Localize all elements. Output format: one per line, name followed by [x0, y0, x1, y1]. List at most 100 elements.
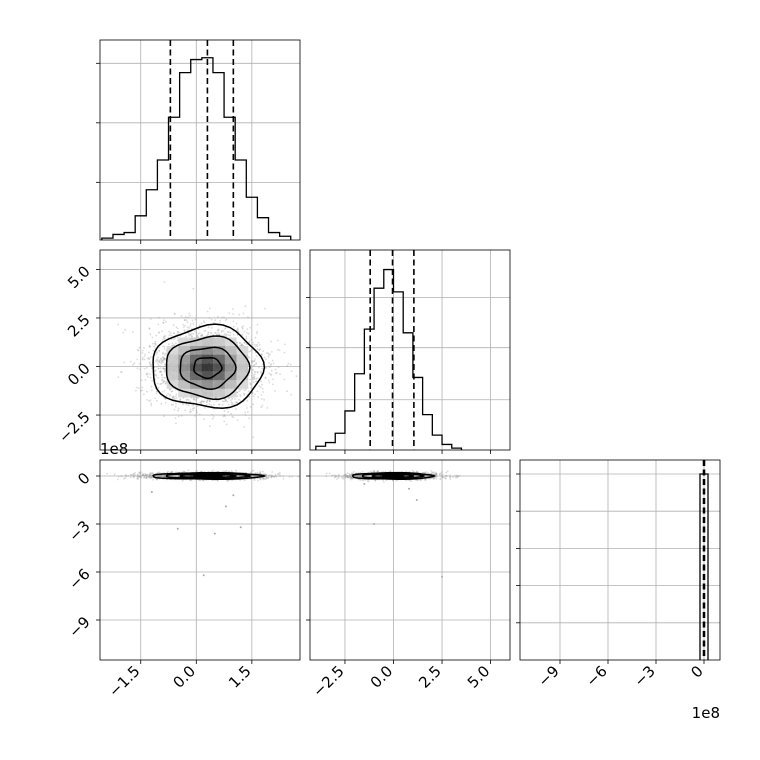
sample-point	[228, 398, 230, 400]
sample-point	[284, 379, 286, 381]
sample-point	[138, 347, 140, 349]
sample-point	[262, 350, 264, 352]
sample-point	[162, 352, 164, 354]
sample-point	[219, 404, 221, 406]
sample-point	[239, 342, 241, 344]
sample-point	[189, 325, 191, 327]
sample-point	[212, 418, 214, 420]
sample-point	[191, 328, 193, 330]
sample-point	[260, 381, 262, 383]
sample-point	[158, 387, 160, 389]
sample-point	[207, 399, 209, 401]
sample-point	[244, 480, 246, 482]
sample-point	[199, 332, 201, 334]
sample-point	[171, 471, 173, 473]
sample-point	[156, 352, 158, 354]
sample-point	[210, 404, 212, 406]
sample-point	[208, 326, 210, 328]
sample-point	[171, 335, 173, 337]
sample-point	[155, 369, 157, 371]
sample-point	[133, 476, 135, 478]
panel-frame-1-1	[306, 250, 510, 454]
sample-point	[151, 390, 153, 392]
sample-point	[142, 359, 144, 361]
sample-point	[230, 399, 232, 401]
sample-point	[262, 471, 264, 473]
sample-point	[142, 357, 144, 359]
density-cell	[178, 355, 190, 364]
sample-point	[243, 331, 245, 333]
sample-point	[188, 327, 190, 329]
sample-point	[208, 403, 210, 405]
sample-point	[307, 411, 309, 413]
sample-point	[150, 318, 152, 320]
sample-point	[223, 316, 225, 318]
sample-point	[205, 330, 207, 332]
sample-point	[243, 426, 245, 428]
sample-point	[250, 365, 252, 367]
sample-point	[243, 389, 245, 391]
sample-point	[195, 319, 197, 321]
sample-point	[141, 390, 143, 392]
sample-point	[189, 411, 191, 413]
sample-point	[121, 371, 123, 373]
density-cell	[202, 355, 214, 364]
sample-point	[218, 334, 220, 336]
sample-point	[123, 362, 125, 364]
density-cell	[213, 389, 225, 398]
sample-point	[144, 359, 146, 361]
panel-border	[100, 40, 300, 240]
sample-point	[151, 404, 153, 406]
sample-point	[149, 361, 151, 363]
sample-point	[261, 353, 263, 355]
sample-point	[164, 336, 166, 338]
sample-point	[150, 403, 152, 405]
sample-point	[246, 400, 248, 402]
sample-point	[270, 374, 272, 376]
sample-point	[216, 400, 218, 402]
sample-point	[141, 379, 143, 381]
sample-point	[266, 367, 268, 369]
sample-point	[275, 369, 277, 371]
sample-point	[225, 327, 227, 329]
sample-point	[149, 472, 151, 474]
sample-point	[143, 347, 145, 349]
sample-point	[169, 395, 171, 397]
sample-point	[235, 470, 237, 472]
sample-point	[163, 415, 165, 417]
sample-point	[199, 414, 201, 416]
sample-point	[260, 394, 262, 396]
sample-point	[130, 476, 132, 478]
sample-point	[255, 337, 257, 339]
sample-point	[253, 374, 255, 376]
sample-point	[286, 365, 288, 367]
density-cell	[225, 355, 237, 364]
sample-point	[159, 383, 161, 385]
sample-point	[257, 345, 259, 347]
sample-point	[268, 372, 270, 374]
sample-point	[192, 320, 194, 322]
sample-point	[233, 334, 235, 336]
sample-point	[158, 471, 160, 473]
sample-point	[197, 405, 199, 407]
sample-point	[162, 322, 164, 324]
sample-point	[155, 360, 157, 362]
sample-point	[164, 354, 166, 356]
sample-point	[147, 358, 149, 360]
sample-point	[158, 368, 160, 370]
sample-point	[184, 330, 186, 332]
sample-point	[158, 350, 160, 352]
sample-point	[192, 323, 194, 325]
sample-point	[120, 475, 122, 477]
panel-2-2	[520, 460, 720, 660]
sample-point	[229, 332, 231, 334]
sample-point	[262, 388, 264, 390]
sample-point	[214, 319, 216, 321]
sample-point	[204, 407, 206, 409]
sample-point	[226, 318, 228, 320]
sample-point	[175, 417, 177, 419]
sample-point	[190, 323, 192, 325]
sample-point	[168, 343, 170, 345]
sample-point	[257, 480, 259, 482]
